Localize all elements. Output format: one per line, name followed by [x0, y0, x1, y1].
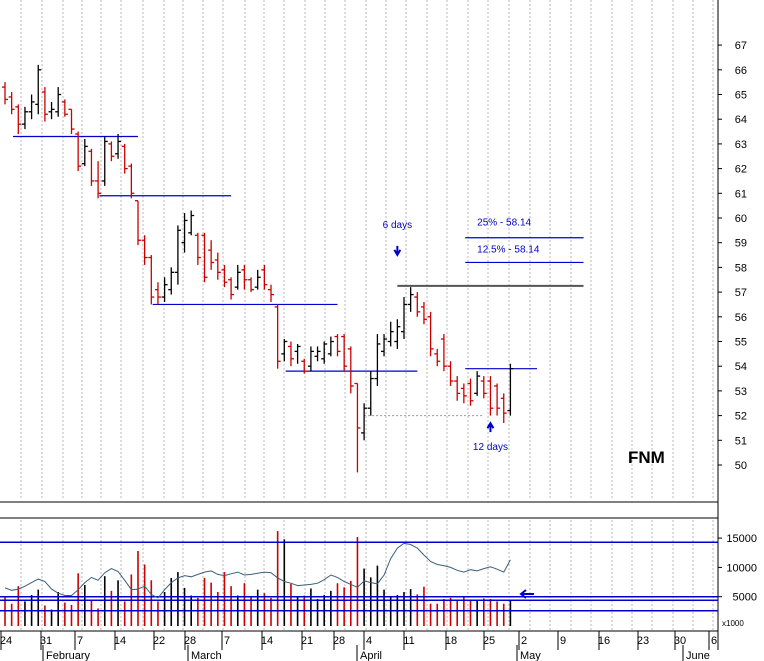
date-tick-label: 4: [366, 635, 372, 647]
price-tick-label: 54: [735, 361, 747, 373]
price-tick-label: 55: [735, 337, 747, 349]
volume-axis: 5000 10000 15000: [718, 533, 757, 604]
date-tick-label: 28: [333, 635, 345, 647]
date-tick-label: 25: [483, 635, 495, 647]
annotations: 6 days 12 days 25% - 58.14 12.5% - 58.14: [383, 217, 540, 599]
date-tick-label: 18: [445, 635, 457, 647]
month-label: February: [46, 650, 91, 661]
price-tick-label: 63: [735, 139, 747, 151]
date-tick-label: 7: [77, 635, 83, 647]
price-tick-label: 57: [735, 287, 747, 299]
date-tick-label: 6: [711, 635, 717, 647]
volume-horizontal-lines: [0, 541, 718, 612]
date-tick-label: 11: [403, 635, 414, 647]
month-label: May: [520, 650, 541, 661]
left-arrow-icon: [519, 589, 534, 599]
month-label: April: [360, 650, 382, 661]
price-tick-label: 60: [735, 213, 747, 225]
ticker-label: FNM: [628, 448, 665, 467]
date-tick-label: 31: [40, 635, 52, 647]
price-tick-label: 58: [735, 262, 747, 274]
volume-moving-average: [4, 542, 511, 599]
up-arrow-icon: [486, 421, 495, 433]
price-bars: [2, 64, 514, 473]
date-tick-label: 23: [637, 635, 649, 647]
date-tick-label: 14: [261, 635, 273, 647]
volume-unit-label: x1000: [722, 619, 744, 628]
month-label: June: [686, 650, 710, 661]
date-tick-label: 7: [224, 635, 230, 647]
date-tick-label: 30: [674, 635, 686, 647]
price-tick-label: 64: [735, 114, 747, 126]
date-tick-label: 22: [153, 635, 165, 647]
date-tick-label: 14: [114, 635, 126, 647]
price-tick-label: 59: [735, 238, 747, 250]
date-tick-label: 21: [301, 635, 313, 647]
annotation-label: 6 days: [383, 220, 412, 231]
price-tick-label: 53: [735, 386, 747, 398]
volume-tick-label: 15000: [726, 533, 757, 545]
price-tick-label: 52: [735, 411, 747, 423]
price-tick-label: 51: [735, 435, 747, 447]
volume-tick-label: 10000: [726, 562, 757, 574]
down-arrow-icon: [393, 245, 402, 257]
volume-moving-average-line: [4, 542, 511, 599]
month-label: March: [191, 650, 222, 661]
price-tick-label: 67: [735, 40, 747, 52]
date-tick-label: 28: [184, 635, 196, 647]
price-horizontal-lines: [13, 135, 584, 417]
price-gridlines: [20, 0, 714, 500]
annotation-label: 12.5% - 58.14: [477, 245, 540, 256]
date-tick-label: 16: [598, 635, 610, 647]
annotation-label: 12 days: [473, 442, 508, 453]
date-axis: 24 31 7 14 22 28 7 14 21 28 4 11 18 25 2 9 16 23 30 6 Februa…: [0, 631, 717, 661]
volume-tick-label: 5000: [733, 592, 757, 604]
date-tick-label: 2: [521, 635, 527, 647]
price-axis: 50 51 52 53 54 55 56 57 58 59 60 61 62 63 64 65 66 67: [718, 40, 747, 472]
annotation-label: 25% - 58.14: [477, 217, 531, 228]
price-tick-label: 65: [735, 90, 747, 102]
price-tick-label: 62: [735, 164, 747, 176]
price-tick-label: 56: [735, 312, 747, 324]
date-tick-label: 24: [0, 635, 12, 647]
date-tick-label: 9: [560, 635, 566, 647]
price-tick-label: 61: [735, 188, 747, 200]
price-tick-label: 66: [735, 65, 747, 77]
price-tick-label: 50: [735, 460, 747, 472]
